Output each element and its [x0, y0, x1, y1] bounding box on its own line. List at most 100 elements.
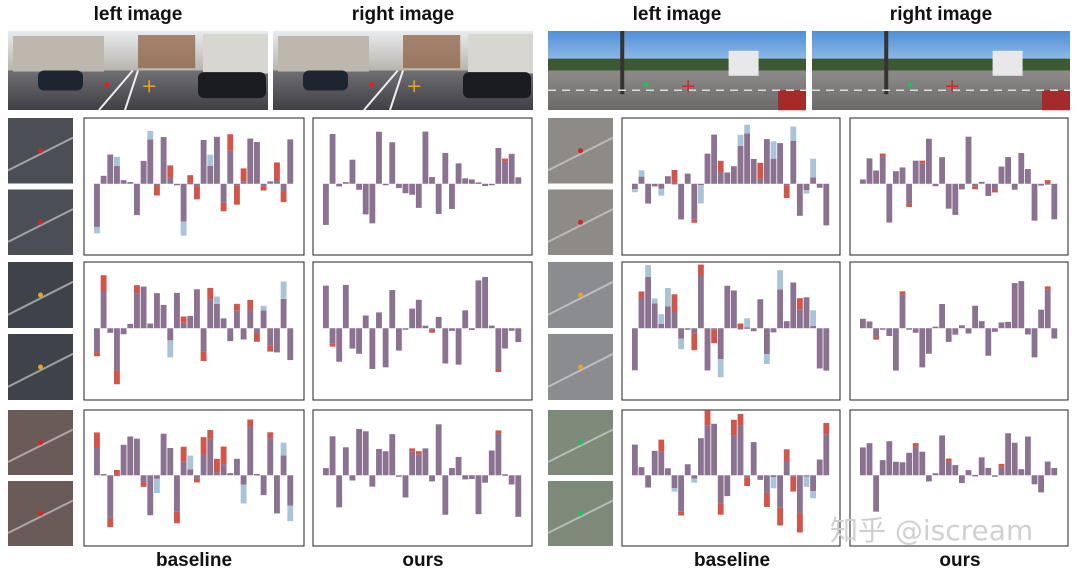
feature-bar — [207, 438, 214, 476]
feature-bar-diff — [329, 343, 336, 347]
feature-bar — [323, 468, 329, 476]
feature-bar — [167, 447, 174, 476]
feature-bar — [94, 447, 100, 476]
feature-bar — [724, 172, 731, 184]
feature-bar — [671, 311, 678, 329]
feature-bar-diff — [409, 448, 416, 452]
tree — [403, 35, 461, 69]
feature-bar — [120, 444, 127, 476]
feature-bar — [959, 325, 965, 329]
feature-bar-diff — [495, 368, 502, 372]
feature-bar — [658, 183, 665, 189]
feature-bar — [455, 163, 462, 184]
feature-bar-diff — [234, 303, 240, 311]
feature-bar-diff — [214, 458, 220, 473]
feature-bar — [468, 328, 475, 330]
feature-bar — [704, 153, 711, 184]
feature-bar-diff — [691, 333, 698, 351]
feature-bar — [783, 461, 790, 476]
feature-bar — [939, 157, 945, 184]
truck — [992, 50, 1023, 76]
feature-bar — [744, 327, 750, 329]
feature-bar — [698, 438, 704, 476]
feature-bar — [449, 468, 455, 476]
feature-bar — [214, 472, 220, 476]
feature-bar — [127, 323, 134, 329]
feature-bar — [100, 474, 107, 476]
feature-bar-diff — [717, 160, 724, 173]
feature-bar — [757, 178, 764, 184]
car — [463, 72, 531, 99]
column-label: ours — [939, 550, 980, 571]
feature-bar — [899, 294, 906, 329]
feature-bar — [114, 474, 120, 477]
panel — [312, 409, 533, 547]
feature-bar — [389, 290, 396, 329]
patch-line — [7, 280, 74, 316]
feature-bar — [711, 423, 717, 476]
feature-bar — [816, 459, 823, 476]
feature-bar — [267, 328, 274, 346]
feature-bar — [502, 328, 508, 349]
feature-bar-diff — [107, 517, 114, 528]
building — [278, 36, 369, 72]
feature-bar — [797, 183, 803, 216]
feature-bar — [154, 293, 160, 329]
feature-bar — [267, 438, 274, 476]
feature-bar-diff — [764, 492, 770, 507]
marker — [907, 82, 913, 88]
feature-bar — [783, 321, 790, 329]
feature-bar-diff — [770, 477, 777, 489]
marker — [104, 82, 110, 88]
feature-bar — [449, 328, 455, 331]
feature-bar — [336, 475, 343, 508]
feature-bar-diff — [737, 134, 744, 146]
feature-bar — [737, 425, 744, 476]
feature-bar — [502, 474, 508, 476]
feature-bar — [114, 328, 120, 371]
feature-bar — [823, 328, 830, 371]
feature-bar — [200, 453, 207, 476]
feature-bar — [356, 428, 362, 476]
trees — [812, 58, 1070, 71]
feature-bar — [227, 473, 234, 476]
patch-line — [7, 499, 74, 534]
feature-bar-diff — [645, 265, 651, 277]
feature-bar — [140, 286, 147, 329]
feature-bar-diff — [94, 352, 100, 357]
feature-bar — [711, 134, 717, 184]
feature-bar-diff — [698, 185, 704, 204]
feature-bar — [691, 183, 698, 220]
feature-bar — [402, 475, 409, 498]
feature-bar — [658, 323, 665, 329]
feature-bar — [797, 475, 803, 514]
feature-bar-diff — [267, 345, 274, 352]
feature-bar — [919, 163, 926, 184]
feature-bar — [972, 183, 978, 187]
feature-bar — [449, 183, 455, 209]
feature-bar — [274, 475, 280, 514]
feature-bar — [777, 143, 783, 184]
feature-bar-diff — [174, 511, 180, 524]
header: left image — [94, 4, 183, 25]
feature-bar-diff — [992, 189, 998, 193]
feature-bar — [1038, 183, 1044, 186]
feature-bar-diff — [823, 423, 830, 435]
feature-bar — [919, 328, 926, 368]
feature-bar — [671, 182, 678, 185]
feature-bar — [234, 458, 240, 476]
feature-bar — [200, 328, 207, 352]
feature-bar — [462, 178, 469, 184]
feature-bar-diff — [260, 305, 267, 311]
feature-bar — [770, 328, 777, 333]
lane — [98, 69, 139, 111]
feature-bar — [912, 160, 919, 184]
feature-bar — [160, 304, 167, 329]
feature-bar — [227, 150, 234, 184]
feature-bar — [932, 473, 939, 476]
feature-bar — [717, 328, 724, 360]
patch-point — [578, 440, 583, 445]
feature-bar-diff — [998, 463, 1005, 467]
feature-bar — [362, 431, 369, 476]
feature-bar-diff — [140, 482, 147, 487]
